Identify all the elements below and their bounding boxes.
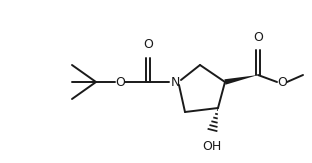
Text: O: O xyxy=(277,75,287,89)
Text: O: O xyxy=(115,75,125,89)
Text: OH: OH xyxy=(202,140,222,153)
Text: O: O xyxy=(253,31,263,44)
Text: O: O xyxy=(143,38,153,51)
Polygon shape xyxy=(224,75,258,85)
Text: N: N xyxy=(170,75,180,89)
